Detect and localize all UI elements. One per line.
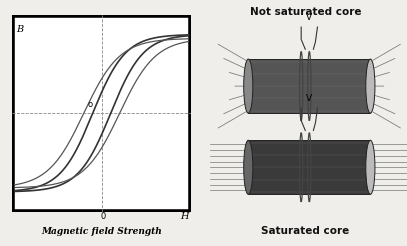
Text: Magnetic field Strength: Magnetic field Strength — [42, 227, 162, 236]
Text: V: V — [306, 13, 313, 22]
Text: Not saturated core: Not saturated core — [249, 7, 361, 17]
Text: H: H — [180, 212, 188, 221]
Ellipse shape — [366, 140, 375, 194]
Text: o: o — [88, 100, 93, 109]
Text: V: V — [306, 94, 313, 103]
Ellipse shape — [244, 140, 253, 194]
Text: B: B — [16, 25, 23, 34]
Ellipse shape — [366, 59, 375, 113]
Bar — [248, 59, 370, 113]
Text: 0: 0 — [101, 212, 106, 221]
Ellipse shape — [244, 59, 253, 113]
Text: Saturated core: Saturated core — [261, 226, 349, 236]
Bar — [248, 140, 370, 194]
